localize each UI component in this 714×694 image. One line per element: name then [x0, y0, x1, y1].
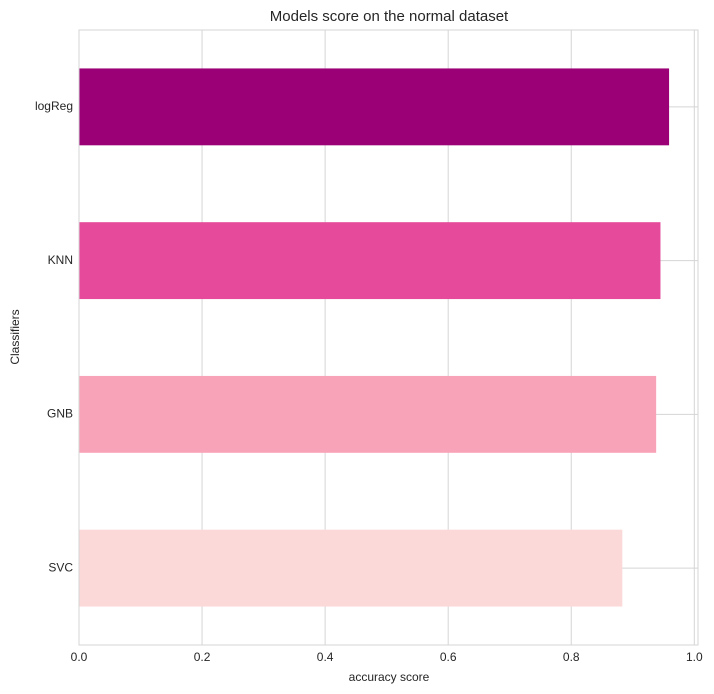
x-tick-label: 0.0 [71, 650, 88, 664]
x-tick-label: 0.8 [563, 650, 580, 664]
x-axis-label: accuracy score [349, 670, 430, 684]
y-tick-label: KNN [48, 253, 73, 267]
y-tick-label: logReg [35, 99, 73, 113]
y-tick-label: SVC [48, 560, 73, 574]
bar [79, 222, 661, 300]
bar [79, 68, 670, 146]
x-tick-label: 1.0 [686, 650, 703, 664]
x-tick-label: 0.2 [194, 650, 211, 664]
x-tick-label: 0.4 [317, 650, 334, 664]
y-axis-label: Classifiers [8, 309, 22, 364]
bar [79, 529, 623, 607]
bar [79, 375, 657, 453]
plot-frame [78, 29, 699, 646]
y-tick-label: GNB [47, 407, 73, 421]
chart-title: Models score on the normal dataset [270, 8, 509, 25]
x-tick-label: 0.6 [440, 650, 457, 664]
